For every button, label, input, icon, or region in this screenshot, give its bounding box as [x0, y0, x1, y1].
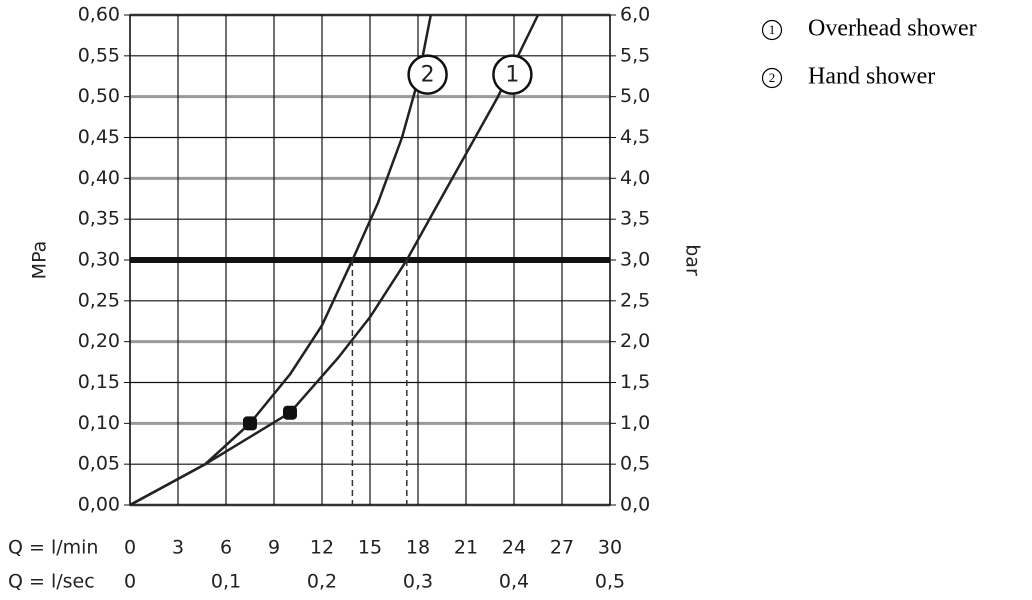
- x-tick-label: 30: [598, 537, 622, 559]
- y2-tick-label: 0,0: [620, 494, 650, 516]
- y2-axis-label: bar: [682, 244, 704, 276]
- operating-point: [243, 416, 257, 431]
- x-axis-label: Q = l/min: [8, 537, 98, 559]
- x-tick-label: 15: [358, 537, 382, 559]
- y2-tick-label: 3,5: [620, 208, 650, 230]
- y-axis-label: MPa: [29, 241, 51, 280]
- x2-tick-label: 0,3: [403, 571, 433, 593]
- y-tick-label: 0,00: [78, 494, 120, 516]
- y-tick-label: 0,15: [78, 371, 120, 393]
- x2-axis-label: Q = l/sec: [8, 571, 95, 593]
- y2-tick-label: 0,5: [620, 453, 650, 475]
- y-tick-label: 0,60: [78, 4, 120, 26]
- y2-tick-label: 6,0: [620, 4, 650, 26]
- legend-symbol: [761, 19, 783, 41]
- curve-label-circle: [492, 54, 533, 95]
- x-tick-label: 18: [406, 537, 430, 559]
- y2-tick-label: 1,0: [620, 412, 650, 434]
- x-tick-label: 27: [550, 537, 574, 559]
- y2-tick-label: 4,5: [620, 126, 650, 148]
- y-tick-label: 0,20: [78, 330, 120, 352]
- y-tick-label: 0,50: [78, 85, 120, 107]
- curve-label: 2: [421, 63, 435, 88]
- y-tick-label: 0,30: [78, 249, 120, 271]
- legend-symbol-label: 1: [769, 22, 776, 37]
- y2-tick-label: 4,0: [620, 167, 650, 189]
- curve-label: 1: [505, 63, 519, 88]
- x2-tick-label: 0: [124, 571, 136, 593]
- x-tick-label: 0: [124, 537, 136, 559]
- y-tick-label: 0,35: [78, 208, 120, 230]
- y2-tick-label: 5,0: [620, 85, 650, 107]
- x-tick-label: 3: [172, 537, 184, 559]
- legend-symbol: [761, 67, 783, 89]
- y-tick-label: 0,55: [78, 44, 120, 66]
- x2-tick-label: 0,4: [499, 571, 529, 593]
- curve-label-circle: [407, 54, 448, 95]
- y2-tick-label: 1,5: [620, 371, 650, 393]
- y2-tick-label: 2,5: [620, 289, 650, 311]
- legend-label: Overhead shower: [808, 16, 977, 42]
- y-tick-label: 0,10: [78, 412, 120, 434]
- legend-symbol-label: 2: [769, 70, 776, 85]
- x-tick-label: 21: [454, 537, 478, 559]
- y-tick-label: 0,25: [78, 289, 120, 311]
- x-tick-label: 24: [502, 537, 526, 559]
- series-line: [129, 14, 433, 507]
- x-tick-label: 9: [268, 537, 280, 559]
- x2-tick-label: 0,5: [595, 571, 625, 593]
- y-tick-label: 0,45: [78, 126, 120, 148]
- y-tick-label: 0,40: [78, 167, 120, 189]
- x-tick-label: 12: [310, 537, 334, 559]
- y2-tick-label: 2,0: [620, 330, 650, 352]
- x2-tick-label: 0,1: [211, 571, 241, 593]
- operating-point: [283, 405, 297, 420]
- x-tick-label: 6: [220, 537, 232, 559]
- y-tick-label: 0,05: [78, 453, 120, 475]
- y2-tick-label: 3,0: [620, 249, 650, 271]
- y2-tick-label: 5,5: [620, 44, 650, 66]
- x2-tick-label: 0,2: [307, 571, 337, 593]
- legend-label: Hand shower: [808, 64, 935, 90]
